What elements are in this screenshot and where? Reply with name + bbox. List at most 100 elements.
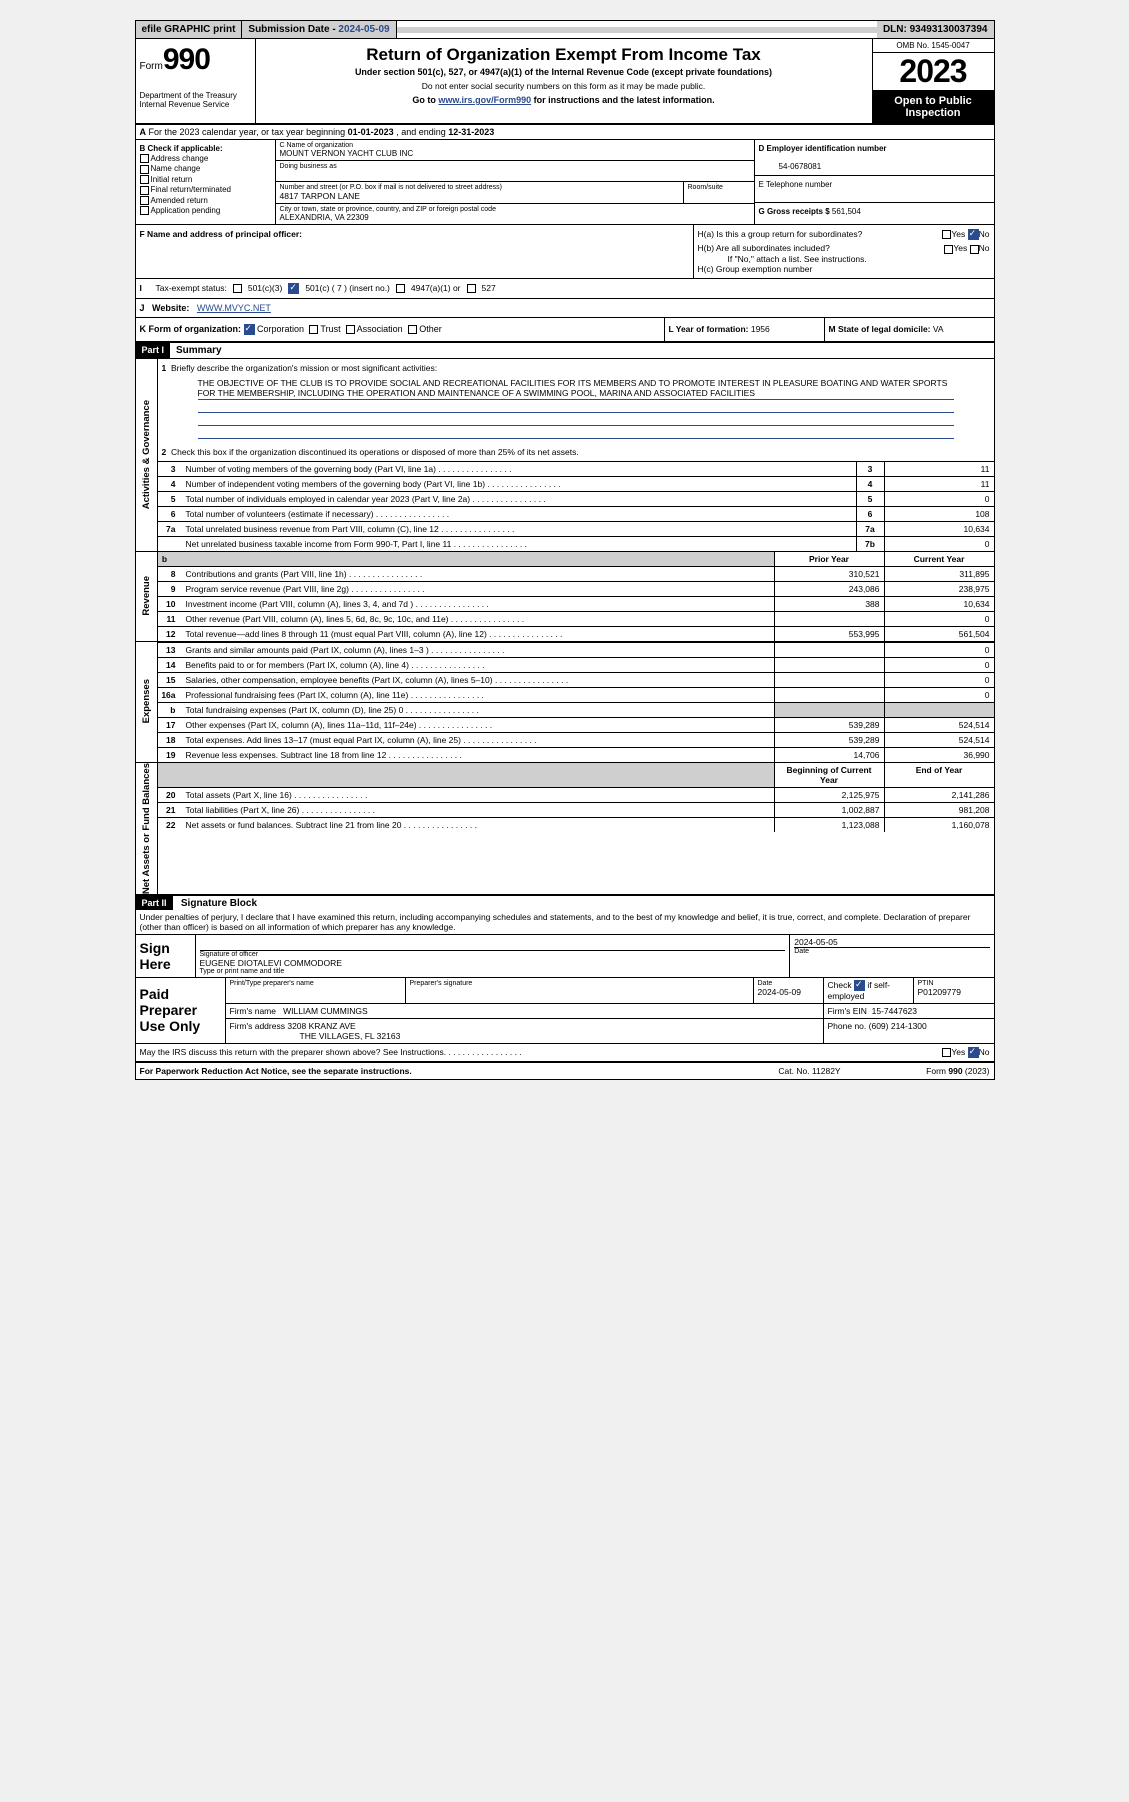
discuss-text: May the IRS discuss this return with the… xyxy=(140,1047,447,1057)
form-title: Return of Organization Exempt From Incom… xyxy=(266,45,862,65)
efile-badge: efile GRAPHIC print xyxy=(136,21,243,38)
vlabel-expenses: Expenses xyxy=(136,642,158,762)
q2-text: Check this box if the organization disco… xyxy=(171,447,579,457)
l-value: 1956 xyxy=(751,324,770,334)
block-c-org: C Name of organization MOUNT VERNON YACH… xyxy=(276,140,754,224)
chk-pending[interactable]: Application pending xyxy=(140,206,271,215)
chk-corp-checked[interactable] xyxy=(244,324,255,335)
hb-no[interactable] xyxy=(970,245,979,254)
j-label: J xyxy=(140,303,145,313)
data-row-b: bTotal fundraising expenses (Part IX, co… xyxy=(158,702,994,717)
hb-note: If "No," attach a list. See instructions… xyxy=(728,254,990,264)
chk-4947[interactable] xyxy=(396,284,405,293)
sign-date: 2024-05-05 Date xyxy=(790,935,993,977)
line-k-left: K Form of organization: Corporation Trus… xyxy=(136,318,664,341)
line-hb: H(b) Are all subordinates included? Yes … xyxy=(698,243,990,253)
dba-row: Doing business as xyxy=(276,161,754,182)
irs-link[interactable]: www.irs.gov/Form990 xyxy=(438,95,531,105)
goto-suffix: for instructions and the latest informat… xyxy=(531,95,715,105)
perjury-declaration: Under penalties of perjury, I declare th… xyxy=(136,910,994,935)
data-row-17: 17Other expenses (Part IX, column (A), l… xyxy=(158,717,994,732)
chk-address-change[interactable]: Address change xyxy=(140,154,271,163)
sign-here-block: Sign Here Signature of officer EUGENE DI… xyxy=(136,935,994,978)
netassets-header: Beginning of Current Year End of Year xyxy=(158,763,994,787)
footer: For Paperwork Reduction Act Notice, see … xyxy=(136,1062,994,1079)
gov-row-7a: 7aTotal unrelated business revenue from … xyxy=(158,521,994,536)
room-label: Room/suite xyxy=(688,184,750,191)
q2-row: 2 Check this box if the organization dis… xyxy=(158,443,994,461)
dln-label: DLN: xyxy=(883,24,910,35)
part1-title: Summary xyxy=(170,343,228,358)
firm-ein: 15-7447623 xyxy=(872,1006,917,1016)
street-row: Number and street (or P.O. box if mail i… xyxy=(276,182,754,204)
current-year-header: Current Year xyxy=(884,552,994,566)
hb-text: H(b) Are all subordinates included? xyxy=(698,243,830,253)
identity-row: B Check if applicable: Address change Na… xyxy=(136,140,994,225)
ein-label: D Employer identification number xyxy=(759,144,887,153)
preparer-row2: Firm's name WILLIAM CUMMINGS Firm's EIN … xyxy=(226,1004,994,1019)
omb-number: OMB No. 1545-0047 xyxy=(873,39,994,53)
org-name: MOUNT VERNON YACHT CLUB INC xyxy=(280,149,750,158)
form-990-page: efile GRAPHIC print Submission Date - 20… xyxy=(135,20,995,1080)
public-inspection: Open to Public Inspection xyxy=(873,91,994,123)
discuss-no-checked[interactable] xyxy=(968,1047,979,1058)
submission-date: Submission Date - 2024-05-09 xyxy=(242,21,396,38)
line-f-h: F Name and address of principal officer:… xyxy=(136,225,994,279)
year-end: 12-31-2023 xyxy=(448,127,494,137)
website-link[interactable]: WWW.MVYC.NET xyxy=(197,303,271,313)
form-number: Form990 xyxy=(140,43,251,77)
chk-name-change[interactable]: Name change xyxy=(140,164,271,173)
line-m: M State of legal domicile: VA xyxy=(824,318,994,341)
paid-preparer-label: Paid Preparer Use Only xyxy=(136,978,226,1043)
header-center: Return of Organization Exempt From Incom… xyxy=(256,39,872,123)
chk-501c7-checked[interactable] xyxy=(288,283,299,294)
chk-other[interactable] xyxy=(408,325,417,334)
chk-assoc[interactable] xyxy=(346,325,355,334)
ptin-value: P01209779 xyxy=(918,987,990,997)
chk-501c3[interactable] xyxy=(233,284,242,293)
chk-527[interactable] xyxy=(467,284,476,293)
goto-prefix: Go to xyxy=(412,95,438,105)
firm-addr1: 3208 KRANZ AVE xyxy=(287,1021,355,1031)
part1-badge: Part I xyxy=(136,343,171,358)
data-row-18: 18Total expenses. Add lines 13–17 (must … xyxy=(158,732,994,747)
data-row-9: 9Program service revenue (Part VIII, lin… xyxy=(158,581,994,596)
dln: DLN: 93493130037394 xyxy=(877,21,994,38)
part1-header: Part I Summary xyxy=(136,343,994,359)
chk-trust[interactable] xyxy=(309,325,318,334)
data-row-22: 22Net assets or fund balances. Subtract … xyxy=(158,817,994,832)
paid-preparer-block: Paid Preparer Use Only Print/Type prepar… xyxy=(136,978,994,1044)
data-row-20: 20Total assets (Part X, line 16)2,125,97… xyxy=(158,787,994,802)
gov-row-6: 6Total number of volunteers (estimate if… xyxy=(158,506,994,521)
dln-value: 93493130037394 xyxy=(910,24,988,35)
data-row-15: 15Salaries, other compensation, employee… xyxy=(158,672,994,687)
subdate-value: 2024-05-09 xyxy=(338,24,389,35)
street-label: Number and street (or P.O. box if mail i… xyxy=(280,184,679,191)
self-employed-check[interactable] xyxy=(854,980,865,991)
form-prefix: Form xyxy=(140,61,163,72)
chk-final-return[interactable]: Final return/terminated xyxy=(140,185,271,194)
tax-exempt-label: Tax-exempt status: xyxy=(156,283,227,293)
gov-row-3: 3Number of voting members of the governi… xyxy=(158,461,994,476)
chk-initial-return[interactable]: Initial return xyxy=(140,175,271,184)
governance-section: Activities & Governance 1 Briefly descri… xyxy=(136,359,994,552)
data-row-8: 8Contributions and grants (Part VIII, li… xyxy=(158,566,994,581)
preparer-row1: Print/Type preparer's name Preparer's si… xyxy=(226,978,994,1004)
line-f: F Name and address of principal officer: xyxy=(136,225,694,278)
ha-no-checked[interactable] xyxy=(968,229,979,240)
discuss-row: May the IRS discuss this return with the… xyxy=(136,1044,994,1062)
part2-badge: Part II xyxy=(136,896,173,910)
ein-value: 54-0678081 xyxy=(779,162,822,171)
gov-row-5: 5Total number of individuals employed in… xyxy=(158,491,994,506)
footer-notice: For Paperwork Reduction Act Notice, see … xyxy=(140,1066,750,1076)
line-k: K Form of organization: Corporation Trus… xyxy=(136,318,994,343)
line-i: I Tax-exempt status: 501(c)(3) 501(c) ( … xyxy=(136,279,994,299)
block-d: D Employer identification number 54-0678… xyxy=(754,140,994,224)
form-num: 990 xyxy=(163,43,210,76)
line-a-tax-year: A For the 2023 calendar year, or tax yea… xyxy=(136,125,994,140)
line-j: J Website: WWW.MVYC.NET xyxy=(136,299,994,318)
revenue-section: Revenue b Prior Year Current Year 8Contr… xyxy=(136,552,994,642)
firm-addr2: THE VILLAGES, FL 32163 xyxy=(300,1031,401,1041)
website-label: Website: xyxy=(152,303,189,313)
chk-amended[interactable]: Amended return xyxy=(140,196,271,205)
